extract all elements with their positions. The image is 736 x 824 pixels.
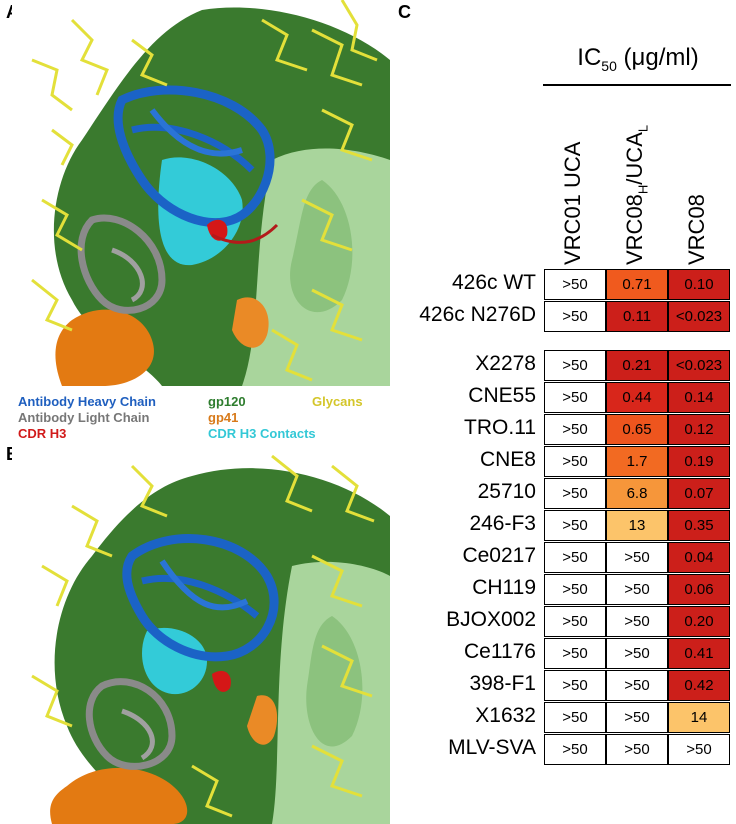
ic50-cell: 0.04 xyxy=(668,542,730,573)
ic50-cell: >50 xyxy=(606,574,668,605)
ic50-cell: 0.65 xyxy=(606,414,668,445)
ic50-cell: >50 xyxy=(606,670,668,701)
ic50-cell: 0.41 xyxy=(668,638,730,669)
row-label: X1632 xyxy=(475,704,536,727)
ic50-cell: >50 xyxy=(544,301,606,332)
panel-label-c: C xyxy=(398,2,411,22)
ic50-cell: 0.21 xyxy=(606,350,668,381)
ic50-cell: 0.44 xyxy=(606,382,668,413)
row-label: 25710 xyxy=(477,480,536,503)
column-header-vrc01-uca: VRC01 UCA xyxy=(560,142,586,265)
ic50-cell: >50 xyxy=(544,734,606,765)
column-header-label: VRC08 xyxy=(684,194,709,265)
ic50-cell: >50 xyxy=(544,478,606,509)
column-header-label: VRC08 xyxy=(622,194,647,265)
row-label: 426c WT xyxy=(451,271,536,294)
legend-gp120: gp120 xyxy=(208,394,246,409)
ic50-cell: >50 xyxy=(544,574,606,605)
column-header-vrc08: VRC08 xyxy=(684,194,710,265)
structure-legend: Antibody Heavy Chain gp120 Glycans Antib… xyxy=(12,392,390,442)
ic50-cell: 6.8 xyxy=(606,478,668,509)
ic50-cell: 0.19 xyxy=(668,446,730,477)
ic50-cell: <0.023 xyxy=(668,301,730,332)
ic50-title-unit: (μg/ml) xyxy=(616,44,699,71)
row-label: X2278 xyxy=(475,352,536,375)
ic50-title-text: IC xyxy=(577,44,602,71)
ic50-cell: >50 xyxy=(544,542,606,573)
ic50-title-sub: 50 xyxy=(601,57,617,74)
legend-cdr-h3-contacts: CDR H3 Contacts xyxy=(208,426,316,441)
ic50-cell: 14 xyxy=(668,702,730,733)
column-header-label: VRC01 UCA xyxy=(560,141,585,265)
ic50-cell: 0.10 xyxy=(668,269,730,300)
ic50-cell: 0.35 xyxy=(668,510,730,541)
ic50-cell: 13 xyxy=(606,510,668,541)
ic50-cell: >50 xyxy=(606,734,668,765)
ic50-cell: >50 xyxy=(544,269,606,300)
ic50-cell: 0.14 xyxy=(668,382,730,413)
column-header-mid: /UCA xyxy=(622,132,647,185)
structure-image-a xyxy=(12,0,390,386)
ic50-cell: >50 xyxy=(668,734,730,765)
row-label: 398-F1 xyxy=(469,672,536,695)
column-header-vrc08h-ucal: VRC08H/UCAL xyxy=(622,125,650,265)
ic50-cell: >50 xyxy=(544,350,606,381)
ic50-title: IC50 (μg/ml) xyxy=(548,44,728,74)
ic50-cell: >50 xyxy=(544,606,606,637)
ic50-title-rule xyxy=(543,84,731,86)
ic50-cell: >50 xyxy=(544,702,606,733)
row-label: CH119 xyxy=(472,576,536,599)
ic50-cell: 0.42 xyxy=(668,670,730,701)
legend-heavy-chain: Antibody Heavy Chain xyxy=(18,394,156,409)
ic50-cell: 1.7 xyxy=(606,446,668,477)
ic50-cell: >50 xyxy=(606,606,668,637)
ic50-cell: <0.023 xyxy=(668,350,730,381)
legend-light-chain: Antibody Light Chain xyxy=(18,410,150,425)
row-label: Ce1176 xyxy=(463,640,536,663)
ic50-cell: >50 xyxy=(606,638,668,669)
ic50-cell: 0.11 xyxy=(606,301,668,332)
legend-gp41: gp41 xyxy=(208,410,239,425)
ic50-cell: >50 xyxy=(544,382,606,413)
row-label: TRO.11 xyxy=(464,416,536,439)
ic50-cell: >50 xyxy=(544,414,606,445)
legend-glycans: Glycans xyxy=(312,394,363,409)
row-label: CNE8 xyxy=(479,448,536,471)
row-label: Ce0217 xyxy=(462,544,536,567)
ic50-cell: 0.12 xyxy=(668,414,730,445)
column-header-sub2: L xyxy=(635,124,651,133)
row-label: 246-F3 xyxy=(469,512,536,535)
ic50-cell: >50 xyxy=(544,446,606,477)
ic50-cell: 0.06 xyxy=(668,574,730,605)
ic50-cell: >50 xyxy=(606,702,668,733)
ic50-cell: >50 xyxy=(544,670,606,701)
legend-cdr-h3: CDR H3 xyxy=(18,426,67,441)
ic50-cell: >50 xyxy=(606,542,668,573)
structure-image-b xyxy=(12,446,390,824)
ic50-cell: 0.71 xyxy=(606,269,668,300)
row-label: MLV-SVA xyxy=(448,736,536,759)
column-header-sub: H xyxy=(635,184,651,195)
row-label: BJOX002 xyxy=(446,608,536,631)
row-label: CNE55 xyxy=(468,384,536,407)
row-label: 426c N276D xyxy=(419,303,536,326)
ic50-cell: >50 xyxy=(544,510,606,541)
ic50-cell: 0.20 xyxy=(668,606,730,637)
ic50-cell: 0.07 xyxy=(668,478,730,509)
ic50-cell: >50 xyxy=(544,638,606,669)
